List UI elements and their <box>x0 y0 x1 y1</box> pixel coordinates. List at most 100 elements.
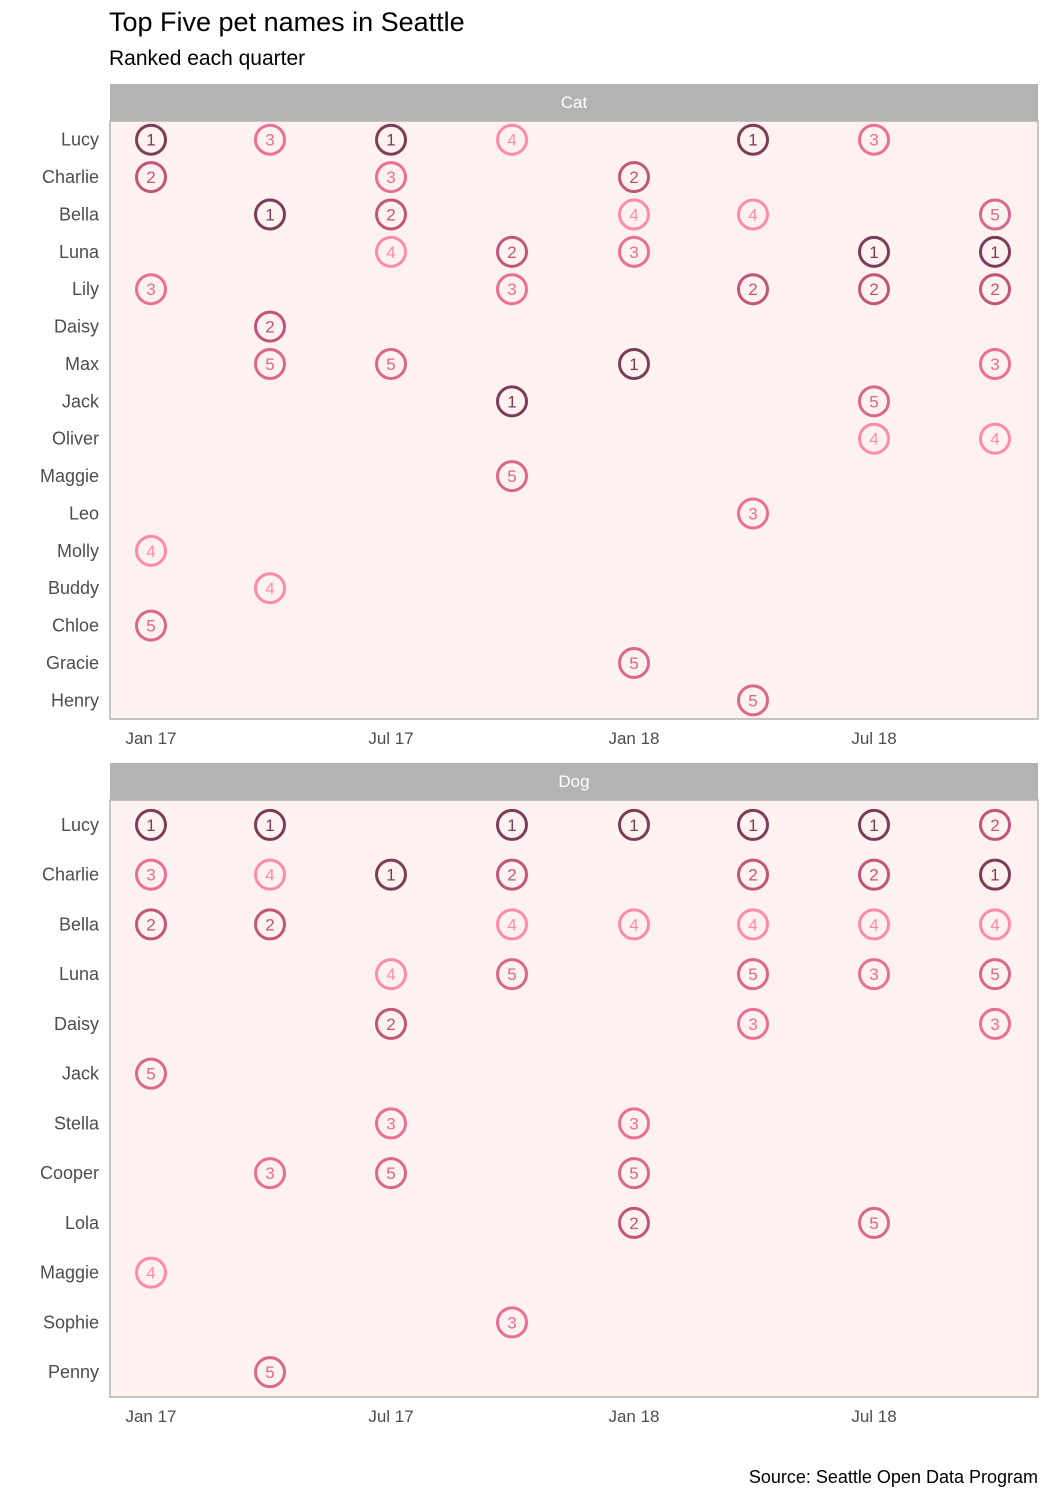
rank-circle <box>618 198 650 231</box>
rank-number: 4 <box>990 915 999 934</box>
rank-marker: 1 <box>375 123 407 156</box>
rank-circle <box>737 273 769 306</box>
rank-marker: 1 <box>254 198 286 231</box>
rank-marker: 3 <box>979 1007 1011 1040</box>
rank-circle <box>496 385 528 418</box>
rank-circle <box>135 161 167 194</box>
rank-circle <box>135 1256 167 1289</box>
y-axis-label: Luna <box>59 964 100 984</box>
y-axis-label: Maggie <box>40 466 99 486</box>
rank-number: 3 <box>990 355 999 374</box>
y-axis-label: Maggie <box>40 1263 99 1283</box>
x-axis-tick-label: Jul 18 <box>851 729 896 748</box>
rank-number: 2 <box>869 280 878 299</box>
panel-background <box>109 120 1039 720</box>
rank-circle <box>254 347 286 380</box>
rank-circle <box>737 497 769 530</box>
rank-number: 5 <box>146 1065 155 1084</box>
rank-number: 2 <box>265 318 274 337</box>
x-axis-tick-label: Jan 17 <box>125 1407 176 1426</box>
rank-marker: 1 <box>135 808 167 841</box>
facet-strip-label: Cat <box>561 93 588 112</box>
rank-circle <box>858 808 890 841</box>
rank-marker: 1 <box>979 235 1011 268</box>
y-axis-label: Lola <box>65 1213 100 1233</box>
y-axis-label: Leo <box>69 503 99 523</box>
rank-marker: 4 <box>135 534 167 567</box>
rank-circle <box>254 1157 286 1190</box>
rank-number: 2 <box>748 866 757 885</box>
rank-marker: 5 <box>496 460 528 493</box>
x-axis-tick-label: Jan 18 <box>608 1407 659 1426</box>
rank-circle <box>618 161 650 194</box>
rank-circle <box>979 273 1011 306</box>
rank-circle <box>254 123 286 156</box>
rank-marker: 5 <box>496 958 528 991</box>
rank-circle <box>737 858 769 891</box>
rank-number: 1 <box>869 816 878 835</box>
rank-marker: 1 <box>135 123 167 156</box>
rank-circle <box>618 1157 650 1190</box>
rank-marker: 2 <box>737 858 769 891</box>
y-axis-label: Charlie <box>42 167 99 187</box>
rank-marker: 2 <box>737 273 769 306</box>
rank-marker: 4 <box>618 908 650 941</box>
rank-number: 3 <box>748 504 757 523</box>
rank-number: 2 <box>507 866 516 885</box>
y-axis-label: Cooper <box>40 1163 99 1183</box>
rank-circle <box>375 1107 407 1140</box>
rank-marker: 2 <box>254 310 286 343</box>
rank-circle <box>858 958 890 991</box>
rank-number: 1 <box>507 816 516 835</box>
rank-circle <box>737 958 769 991</box>
rank-number: 4 <box>146 1264 155 1283</box>
rank-circle <box>254 1356 286 1389</box>
rank-number: 5 <box>629 654 638 673</box>
x-axis-tick-label: Jul 17 <box>368 729 413 748</box>
rank-circle <box>618 808 650 841</box>
rank-circle <box>496 460 528 493</box>
rank-circle <box>375 1157 407 1190</box>
rank-marker: 1 <box>737 123 769 156</box>
rank-circle <box>858 1206 890 1239</box>
rank-marker: 3 <box>375 161 407 194</box>
rank-number: 2 <box>507 243 516 262</box>
rank-circle <box>618 1107 650 1140</box>
rank-number: 1 <box>748 131 757 150</box>
rank-number: 3 <box>386 1114 395 1133</box>
rank-number: 4 <box>629 915 638 934</box>
rank-circle <box>979 198 1011 231</box>
y-axis-label: Bella <box>59 204 100 224</box>
rank-number: 4 <box>869 430 878 449</box>
rank-circle <box>496 958 528 991</box>
rank-number: 3 <box>507 280 516 299</box>
rank-circle <box>135 858 167 891</box>
y-axis-label: Sophie <box>43 1312 99 1332</box>
rank-circle <box>135 534 167 567</box>
rank-marker: 2 <box>979 808 1011 841</box>
rank-number: 1 <box>146 816 155 835</box>
x-axis-tick-label: Jan 18 <box>608 729 659 748</box>
rank-number: 3 <box>146 280 155 299</box>
rank-marker: 2 <box>375 1007 407 1040</box>
panels: Cat Lucy Charlie Bella Luna Lily Daisy Max Jack O… <box>40 84 1039 1426</box>
rank-marker: 2 <box>496 235 528 268</box>
rank-number: 5 <box>265 1363 274 1382</box>
rank-marker: 4 <box>254 572 286 605</box>
rank-circle <box>979 908 1011 941</box>
rank-circle <box>496 808 528 841</box>
rank-marker: 5 <box>858 1206 890 1239</box>
rank-marker: 1 <box>618 347 650 380</box>
rank-number: 1 <box>265 205 274 224</box>
rank-number: 2 <box>629 168 638 187</box>
rank-marker: 2 <box>135 161 167 194</box>
rank-number: 1 <box>990 866 999 885</box>
rank-marker: 1 <box>618 808 650 841</box>
y-axis-label: Daisy <box>54 1014 99 1034</box>
y-axis-label: Chloe <box>52 616 99 636</box>
rank-number: 3 <box>990 1015 999 1034</box>
rank-marker: 2 <box>496 858 528 891</box>
rank-number: 1 <box>629 816 638 835</box>
rank-number: 4 <box>507 915 516 934</box>
rank-number: 5 <box>869 392 878 411</box>
